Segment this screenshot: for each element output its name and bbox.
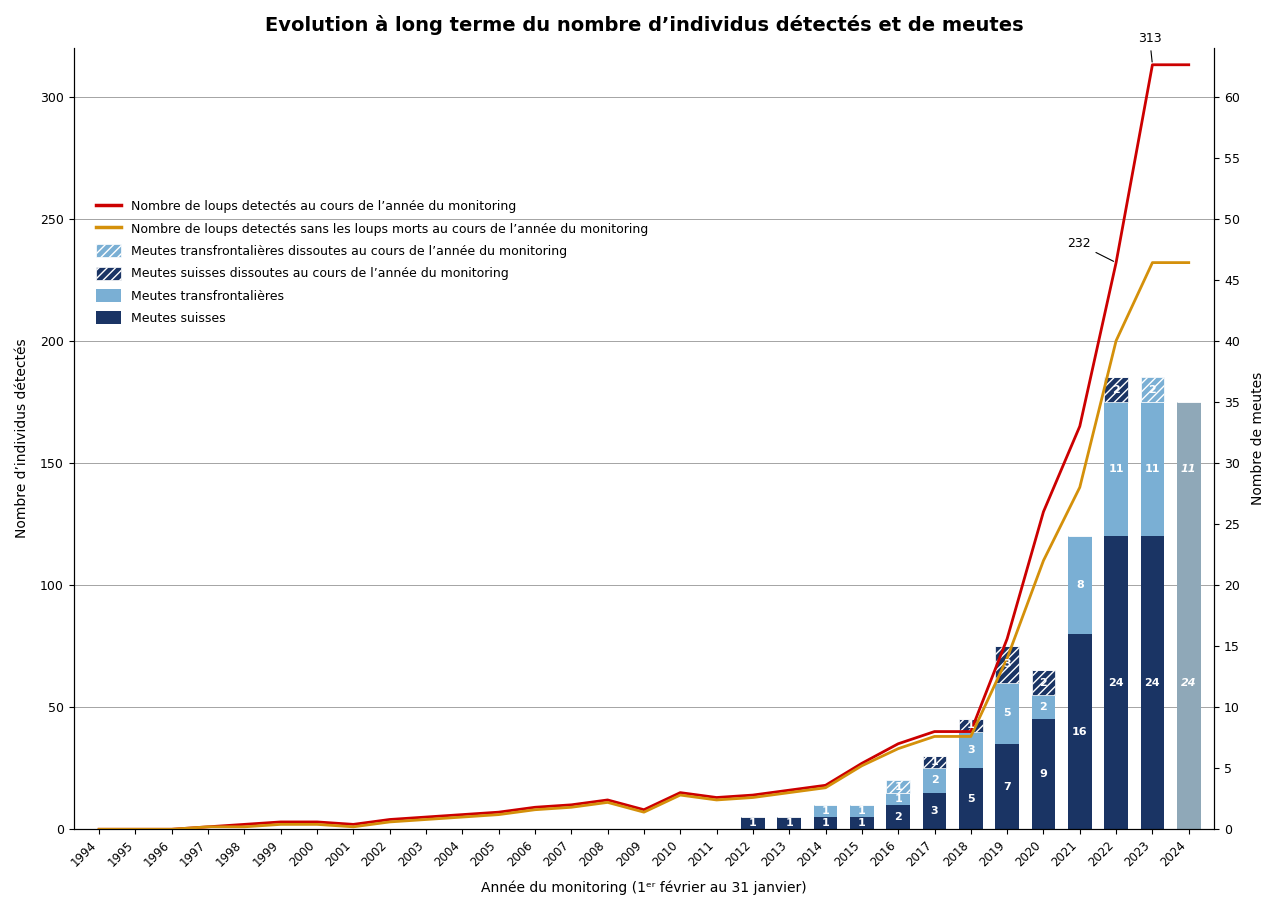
Bar (996, 743, 1019, 829)
Bar (1140, 536, 1165, 829)
Text: 5: 5 (1004, 708, 1011, 718)
Text: 7: 7 (1004, 782, 1011, 792)
Text: 16: 16 (1071, 726, 1088, 736)
Text: 1: 1 (749, 818, 756, 828)
Bar (959, 768, 983, 829)
Text: 1: 1 (822, 818, 829, 828)
Text: 313: 313 (1138, 32, 1161, 62)
Text: 8: 8 (1076, 580, 1084, 590)
Text: 5: 5 (966, 794, 974, 804)
Bar (886, 804, 910, 829)
Bar (923, 793, 946, 829)
Bar (886, 781, 910, 793)
Bar (923, 756, 946, 768)
Bar (814, 817, 837, 829)
Title: Evolution à long terme du nombre d’individus détectés et de meutes: Evolution à long terme du nombre d’indiv… (265, 15, 1023, 35)
Text: 2: 2 (1039, 678, 1047, 688)
Bar (1032, 671, 1055, 695)
Text: 1: 1 (895, 794, 902, 804)
Text: 1: 1 (895, 782, 902, 792)
Text: 24: 24 (1108, 678, 1124, 688)
Bar (959, 719, 983, 732)
Text: 9: 9 (1039, 769, 1047, 779)
Y-axis label: Nombre de meutes: Nombre de meutes (1251, 372, 1265, 505)
Text: 3: 3 (931, 806, 938, 816)
X-axis label: Année du monitoring (1ᵉʳ février au 31 janvier): Année du monitoring (1ᵉʳ février au 31 j… (481, 881, 806, 895)
Bar (1068, 536, 1092, 634)
Bar (1105, 378, 1128, 402)
Bar (959, 732, 983, 768)
Bar (777, 817, 801, 829)
Bar (1032, 695, 1055, 719)
Text: 11: 11 (1108, 464, 1124, 474)
Bar (1068, 634, 1092, 829)
Bar (850, 817, 874, 829)
Text: 2: 2 (1112, 385, 1120, 395)
Text: 11: 11 (1144, 464, 1160, 474)
Bar (923, 768, 946, 793)
Bar (1105, 402, 1128, 536)
Text: 11: 11 (1181, 464, 1197, 474)
Text: 24: 24 (1144, 678, 1160, 688)
Bar (814, 804, 837, 817)
Bar (1032, 719, 1055, 829)
Text: 1: 1 (931, 757, 938, 767)
Bar (741, 817, 764, 829)
Text: 1: 1 (786, 818, 794, 828)
Bar (1176, 402, 1201, 536)
Bar (1140, 378, 1165, 402)
Bar (850, 804, 874, 817)
Bar (1105, 536, 1128, 829)
Text: 232: 232 (1068, 238, 1114, 261)
Text: 3: 3 (966, 745, 974, 755)
Text: 2: 2 (1148, 385, 1156, 395)
Text: 1: 1 (858, 818, 865, 828)
Text: 24: 24 (1181, 678, 1197, 688)
Bar (1140, 402, 1165, 536)
Bar (996, 646, 1019, 682)
Text: 2: 2 (931, 775, 938, 785)
Text: 2: 2 (1039, 703, 1047, 713)
Legend: Nombre de loups detectés au cours de l’année du monitoring, Nombre de loups dete: Nombre de loups detectés au cours de l’a… (91, 195, 654, 330)
Text: 2: 2 (895, 812, 902, 822)
Bar (886, 793, 910, 804)
Bar (1176, 536, 1201, 829)
Text: 1: 1 (822, 806, 829, 816)
Text: 1: 1 (858, 806, 865, 816)
Text: 3: 3 (1004, 660, 1011, 670)
Y-axis label: Nombre d’individus détectés: Nombre d’individus détectés (15, 339, 29, 539)
Text: 1: 1 (966, 721, 974, 731)
Bar (996, 682, 1019, 743)
